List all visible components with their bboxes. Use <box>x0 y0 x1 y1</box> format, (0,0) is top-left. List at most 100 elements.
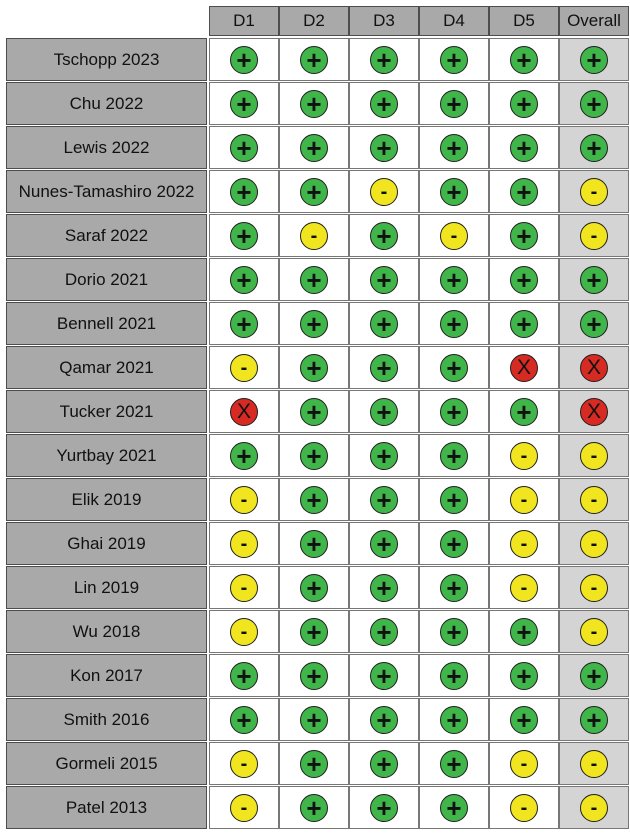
judgement-cell: - <box>489 566 559 609</box>
judgement-high-icon: X <box>580 353 608 382</box>
judgement-low-icon: + <box>370 793 398 822</box>
judgement-cell: + <box>209 654 279 697</box>
judgement-cell: + <box>489 126 559 169</box>
judgement-cell: - <box>489 522 559 565</box>
judgement-cell: + <box>279 698 349 741</box>
judgement-low-icon: + <box>370 45 398 74</box>
judgement-cell: - <box>279 214 349 257</box>
judgement-some-icon: - <box>510 529 538 558</box>
judgement-some-icon: - <box>510 793 538 822</box>
judgement-low-icon: + <box>300 705 328 734</box>
column-header-d1: D1 <box>209 6 279 36</box>
judgement-cell: + <box>209 258 279 301</box>
judgement-low-icon: + <box>230 705 258 734</box>
judgement-low-icon: + <box>300 793 328 822</box>
judgement-low-icon: + <box>370 617 398 646</box>
judgement-cell: + <box>349 698 419 741</box>
judgement-cell: + <box>349 82 419 125</box>
judgement-low-icon: + <box>440 529 468 558</box>
column-header-d5: D5 <box>489 6 559 36</box>
judgement-low-icon: + <box>300 45 328 74</box>
judgement-cell: + <box>419 522 489 565</box>
judgement-cell: + <box>419 786 489 829</box>
column-header-d3: D3 <box>349 6 419 36</box>
study-label: Tucker 2021 <box>6 390 207 433</box>
judgement-cell: + <box>209 302 279 345</box>
judgement-low-icon: + <box>230 177 258 206</box>
judgement-cell: - <box>559 742 629 785</box>
judgement-cell: - <box>489 434 559 477</box>
judgement-cell: + <box>489 170 559 213</box>
judgement-cell: + <box>559 654 629 697</box>
judgement-cell: + <box>349 38 419 81</box>
judgement-cell: - <box>559 566 629 609</box>
judgement-some-icon: - <box>580 529 608 558</box>
study-label: Tschopp 2023 <box>6 38 207 81</box>
judgement-cell: + <box>279 390 349 433</box>
judgement-cell: X <box>559 390 629 433</box>
judgement-low-icon: + <box>440 265 468 294</box>
judgement-low-icon: + <box>510 705 538 734</box>
judgement-cell: + <box>489 258 559 301</box>
judgement-cell: + <box>419 698 489 741</box>
judgement-cell: + <box>489 610 559 653</box>
judgement-some-icon: - <box>580 177 608 206</box>
judgement-some-icon: - <box>510 749 538 778</box>
judgement-cell: - <box>209 478 279 521</box>
judgement-low-icon: + <box>300 353 328 382</box>
judgement-cell: + <box>419 434 489 477</box>
judgement-cell: + <box>279 786 349 829</box>
judgement-cell: - <box>559 786 629 829</box>
judgement-low-icon: + <box>300 749 328 778</box>
judgement-cell: + <box>209 82 279 125</box>
judgement-cell: - <box>209 742 279 785</box>
judgement-low-icon: + <box>510 617 538 646</box>
judgement-cell: + <box>279 170 349 213</box>
judgement-low-icon: + <box>440 45 468 74</box>
judgement-cell: + <box>349 302 419 345</box>
judgement-low-icon: + <box>510 309 538 338</box>
judgement-some-icon: - <box>440 221 468 250</box>
judgement-low-icon: + <box>510 45 538 74</box>
judgement-some-icon: - <box>300 221 328 250</box>
judgement-cell: - <box>489 742 559 785</box>
study-label: Bennell 2021 <box>6 302 207 345</box>
judgement-cell: + <box>559 126 629 169</box>
judgement-low-icon: + <box>440 133 468 162</box>
judgement-low-icon: + <box>370 221 398 250</box>
judgement-high-icon: X <box>580 397 608 426</box>
judgement-low-icon: + <box>370 529 398 558</box>
judgement-cell: + <box>349 478 419 521</box>
judgement-low-icon: + <box>440 617 468 646</box>
judgement-cell: X <box>489 346 559 389</box>
judgement-some-icon: - <box>510 441 538 470</box>
judgement-cell: + <box>419 566 489 609</box>
judgement-some-icon: - <box>230 529 258 558</box>
judgement-some-icon: - <box>230 793 258 822</box>
study-label: Yurtbay 2021 <box>6 434 207 477</box>
judgement-cell: + <box>419 654 489 697</box>
judgement-cell: + <box>279 610 349 653</box>
column-header-d2: D2 <box>279 6 349 36</box>
study-label: Elik 2019 <box>6 478 207 521</box>
judgement-cell: + <box>279 258 349 301</box>
judgement-cell: + <box>279 302 349 345</box>
judgement-cell: + <box>209 698 279 741</box>
judgement-low-icon: + <box>580 133 608 162</box>
judgement-low-icon: + <box>300 265 328 294</box>
judgement-low-icon: + <box>370 705 398 734</box>
judgement-cell: - <box>559 434 629 477</box>
judgement-cell: + <box>349 126 419 169</box>
judgement-cell: - <box>559 610 629 653</box>
judgement-cell: + <box>349 390 419 433</box>
judgement-low-icon: + <box>440 661 468 690</box>
judgement-cell: + <box>559 38 629 81</box>
judgement-low-icon: + <box>370 661 398 690</box>
judgement-low-icon: + <box>300 309 328 338</box>
judgement-cell: + <box>349 786 419 829</box>
judgement-cell: + <box>349 566 419 609</box>
judgement-low-icon: + <box>440 485 468 514</box>
column-header-d4: D4 <box>419 6 489 36</box>
judgement-low-icon: + <box>300 177 328 206</box>
judgement-cell: + <box>489 698 559 741</box>
